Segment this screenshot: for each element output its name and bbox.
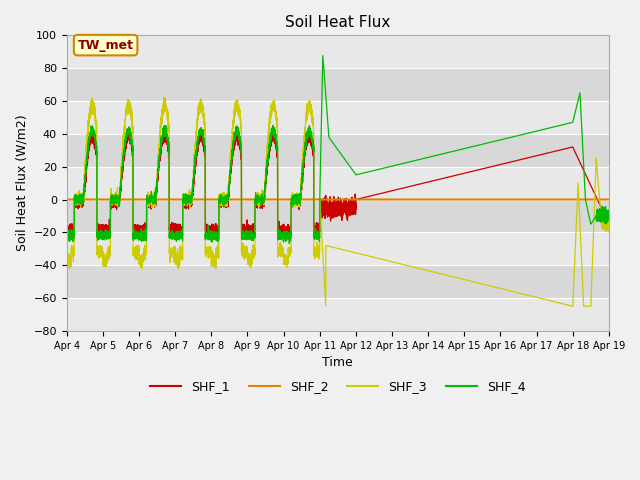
Y-axis label: Soil Heat Flux (W/m2): Soil Heat Flux (W/m2) [15, 115, 28, 252]
SHF_3 [160, 94, 168, 100]
Bar [67, 167, 609, 200]
Bar [67, 265, 609, 298]
SHF_3 [460, 276, 467, 282]
SHF_4 [319, 53, 326, 59]
SHF_3 [580, 303, 588, 309]
Bar [67, 298, 609, 331]
Bar [67, 101, 609, 134]
SHF_2 [63, 197, 70, 203]
SHF_1 [63, 222, 70, 228]
SHF_1 [319, 196, 327, 202]
Bar [67, 232, 609, 265]
SHF_3 [582, 303, 590, 309]
SHF_3 [474, 280, 482, 286]
Line: SHF_1: SHF_1 [67, 131, 609, 237]
SHF_1 [173, 234, 180, 240]
SHF_4 [475, 142, 483, 148]
SHF_3 [575, 209, 583, 215]
Title: Soil Heat Flux: Soil Heat Flux [285, 15, 390, 30]
Bar [67, 36, 609, 68]
SHF_1 [575, 158, 583, 164]
Text: TW_met: TW_met [77, 38, 134, 52]
SHF_4 [582, 200, 590, 206]
SHF_2 [575, 197, 583, 203]
SHF_1 [582, 173, 590, 179]
SHF_4 [285, 240, 293, 246]
SHF_4 [63, 233, 70, 239]
Bar [67, 200, 609, 232]
SHF_2 [582, 197, 590, 203]
SHF_2 [474, 197, 482, 203]
SHF_4 [460, 146, 467, 152]
SHF_4 [247, 236, 255, 242]
SHF_2 [459, 197, 467, 203]
SHF_2 [605, 197, 612, 203]
Line: SHF_4: SHF_4 [67, 56, 609, 243]
Legend: SHF_1, SHF_2, SHF_3, SHF_4: SHF_1, SHF_2, SHF_3, SHF_4 [145, 375, 531, 398]
Bar [67, 68, 609, 101]
Bar [67, 134, 609, 167]
SHF_3 [247, 252, 255, 257]
SHF_4 [605, 210, 612, 216]
SHF_2 [247, 197, 255, 203]
SHF_1 [460, 170, 467, 176]
SHF_3 [63, 252, 70, 257]
SHF_3 [319, 261, 327, 267]
SHF_1 [247, 226, 255, 231]
SHF_1 [475, 167, 483, 173]
SHF_4 [319, 62, 327, 68]
SHF_1 [605, 221, 612, 227]
X-axis label: Time: Time [323, 356, 353, 369]
SHF_3 [605, 217, 612, 223]
SHF_2 [319, 197, 327, 203]
SHF_4 [575, 92, 583, 97]
SHF_1 [269, 128, 276, 133]
Line: SHF_3: SHF_3 [67, 97, 609, 306]
